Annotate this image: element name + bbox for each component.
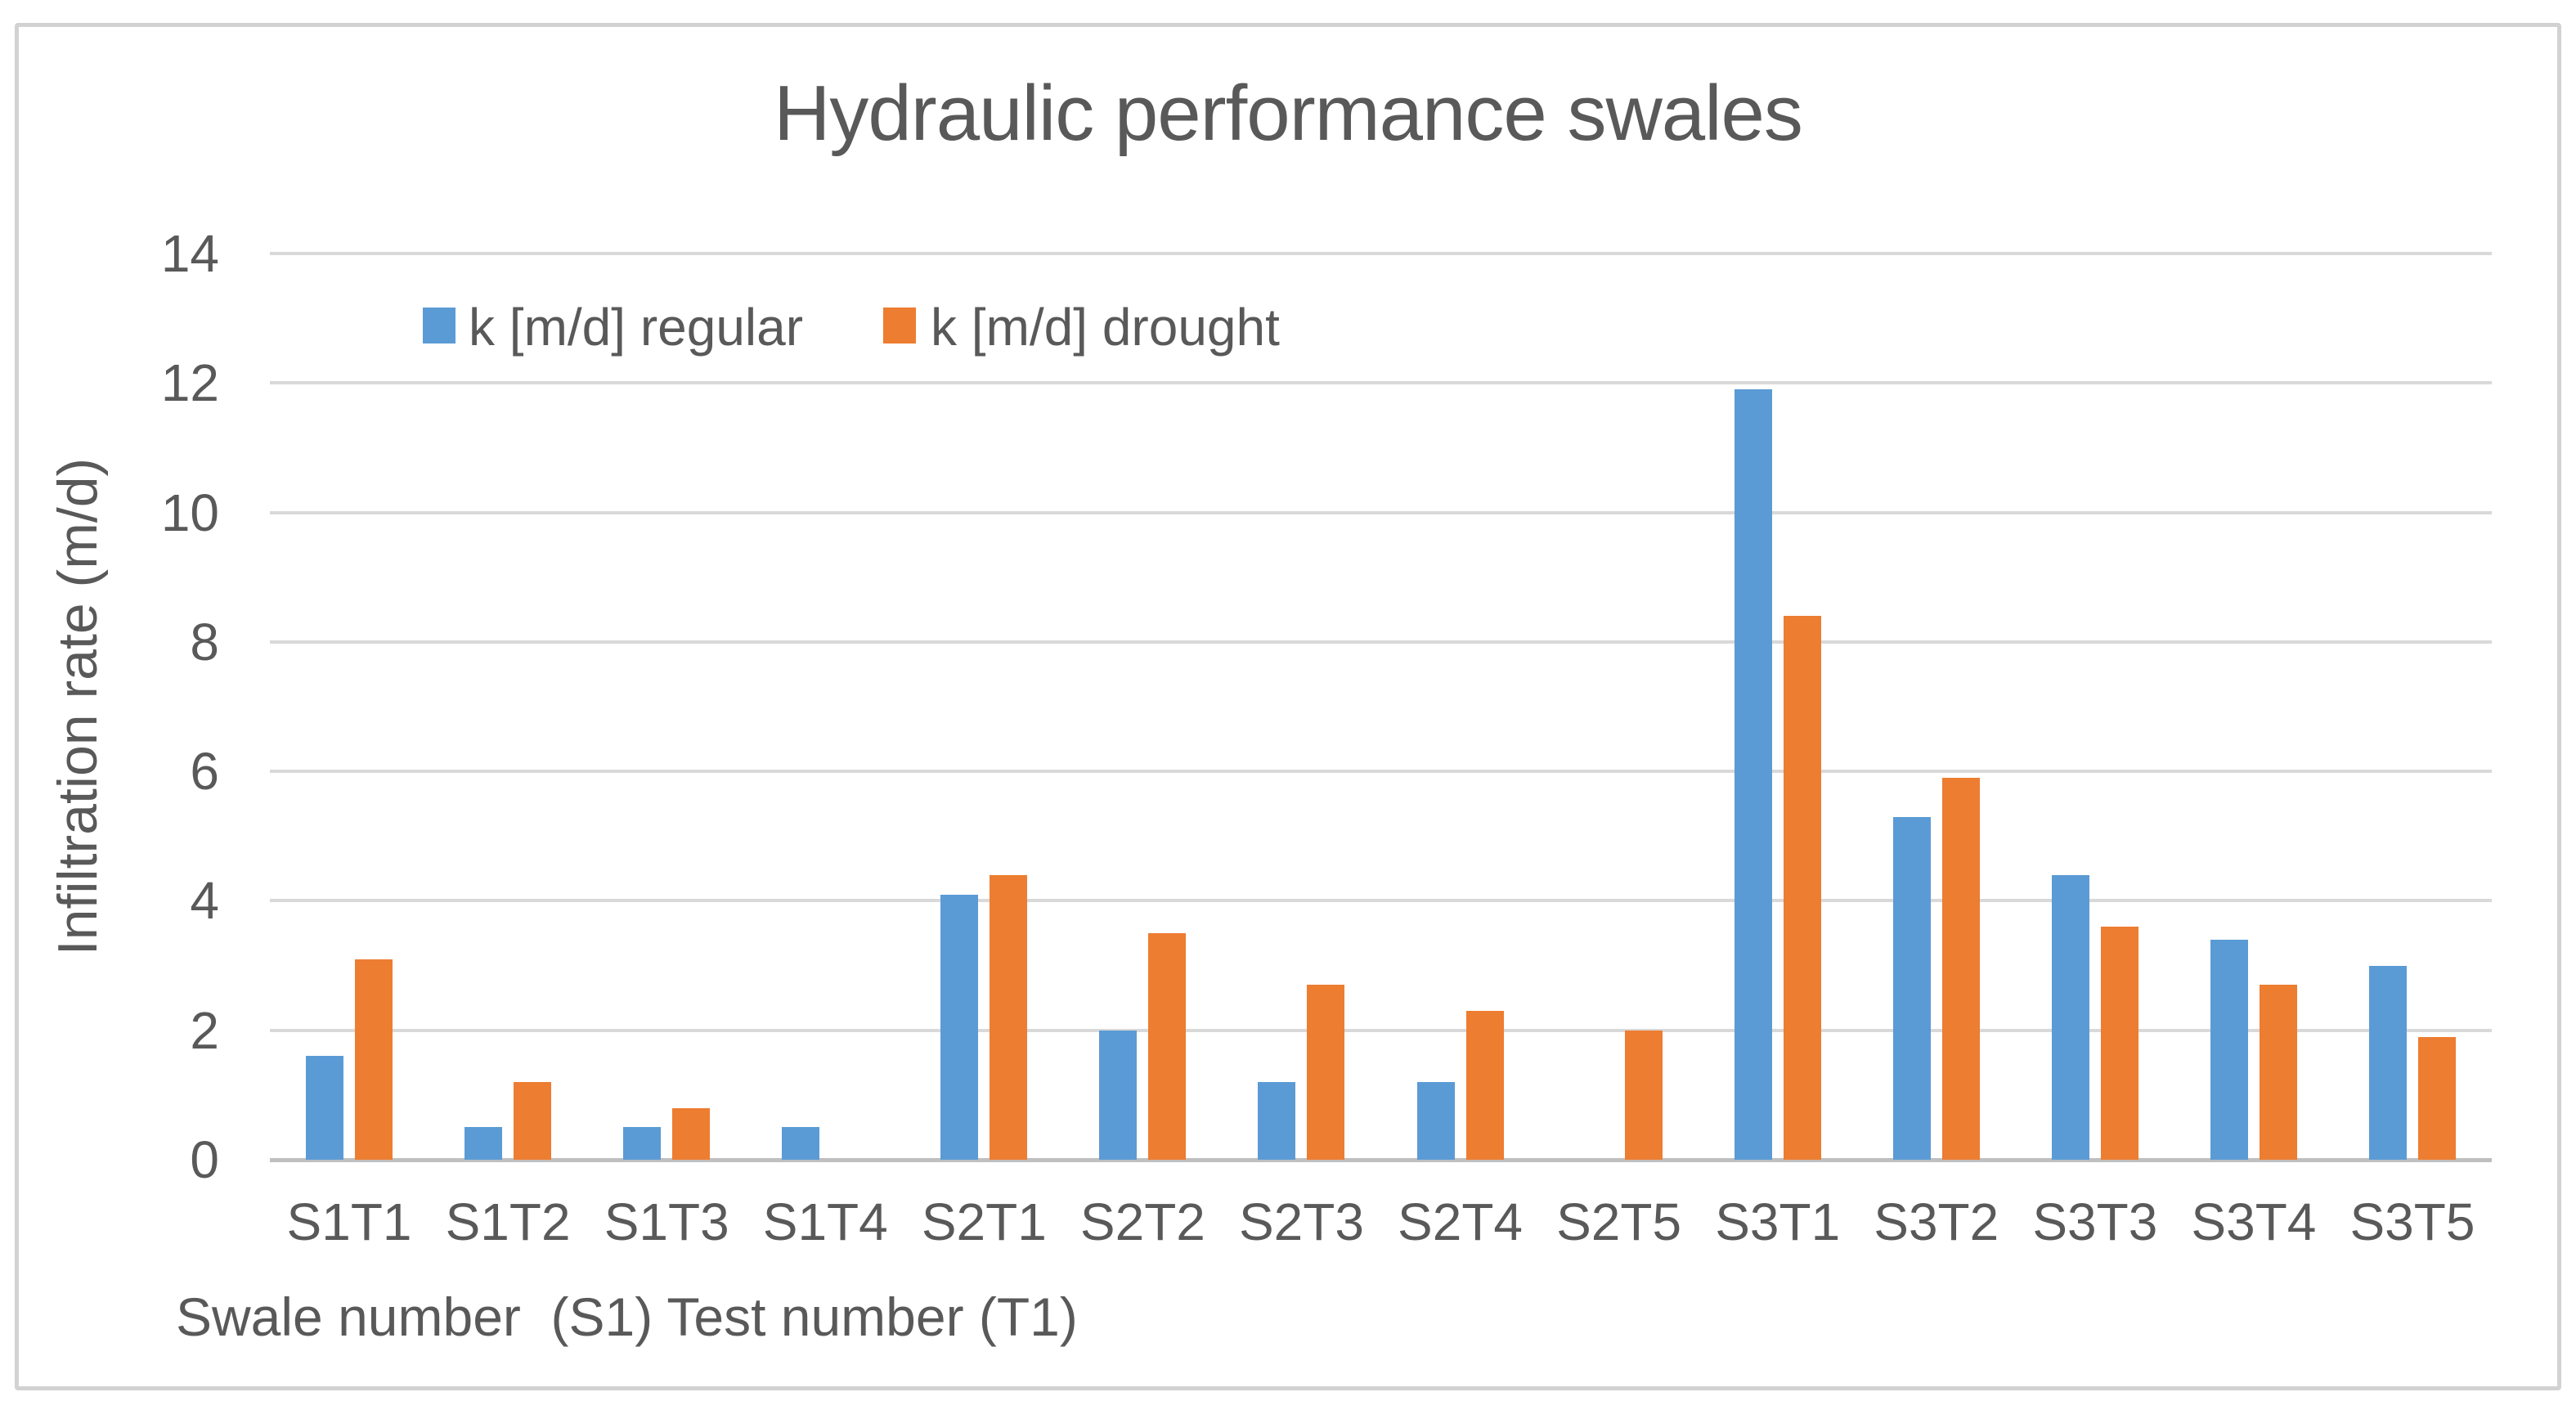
x-tick-label-S2T3: S2T3 — [1238, 1192, 1364, 1251]
x-tick-label-S2T5: S2T5 — [1556, 1192, 1682, 1251]
gridline-6 — [270, 770, 2492, 774]
x-tick-label-S1T4: S1T4 — [762, 1192, 888, 1251]
gridline-10 — [270, 510, 2492, 514]
gridline-0 — [270, 1158, 2492, 1162]
gridline-8 — [270, 640, 2492, 644]
bar-S2T2-drought — [1148, 933, 1187, 1160]
bar-S1T2-drought — [514, 1082, 552, 1160]
bar-S3T3-drought — [2100, 927, 2138, 1160]
x-axis-caption: Swale number (S1) Test number (T1) — [176, 1286, 1078, 1347]
gridline-12 — [270, 381, 2492, 385]
bar-S2T3-drought — [1307, 985, 1345, 1160]
y-tick-label-8: 8 — [190, 612, 219, 671]
bar-S1T1-drought — [355, 959, 393, 1160]
bar-S2T1-regular — [940, 894, 979, 1160]
bar-S3T1-drought — [1783, 616, 1821, 1160]
bar-S3T4-drought — [2259, 985, 2297, 1160]
bar-S3T1-regular — [1734, 389, 1772, 1160]
gridline-14 — [270, 252, 2492, 255]
bar-S1T3-regular — [623, 1127, 662, 1160]
chart-frame-border — [15, 23, 2561, 1390]
bar-S3T5-regular — [2368, 965, 2407, 1160]
x-tick-label-S1T1: S1T1 — [286, 1192, 412, 1251]
y-tick-label-0: 0 — [190, 1130, 219, 1189]
bar-S3T4-regular — [2210, 939, 2248, 1160]
x-tick-label-S3T1: S3T1 — [1715, 1192, 1841, 1251]
gridline-4 — [270, 899, 2492, 903]
bar-S2T2-regular — [1099, 1030, 1138, 1160]
legend-swatch-regular — [423, 308, 456, 344]
x-tick-label-S1T3: S1T3 — [604, 1192, 729, 1251]
bar-S2T3-regular — [1258, 1082, 1296, 1160]
x-tick-label-S2T2: S2T2 — [1079, 1192, 1205, 1251]
y-tick-label-14: 14 — [160, 224, 219, 283]
legend-label-regular: k [m/d] regular — [469, 298, 804, 357]
x-tick-label-S2T4: S2T4 — [1398, 1192, 1524, 1251]
gridline-2 — [270, 1028, 2492, 1032]
x-tick-label-S1T2: S1T2 — [445, 1192, 571, 1251]
bar-S1T4-regular — [782, 1127, 820, 1160]
x-tick-label-S3T2: S3T2 — [1874, 1192, 1999, 1251]
bar-S1T1-regular — [306, 1056, 344, 1160]
x-tick-label-S3T3: S3T3 — [2032, 1192, 2158, 1251]
y-tick-label-6: 6 — [190, 742, 219, 802]
bar-S2T4-regular — [1416, 1082, 1455, 1160]
chart-title: Hydraulic performance swales — [774, 70, 1803, 157]
legend-swatch-drought — [883, 308, 916, 344]
bar-S3T2-regular — [1892, 816, 1931, 1160]
x-tick-label-S3T4: S3T4 — [2191, 1192, 2317, 1251]
bar-S1T3-drought — [672, 1107, 711, 1160]
x-tick-label-S2T1: S2T1 — [921, 1192, 1047, 1251]
y-tick-label-4: 4 — [190, 871, 219, 931]
bar-S2T5-drought — [1624, 1030, 1663, 1160]
bar-S3T3-regular — [2051, 874, 2089, 1160]
y-tick-label-12: 12 — [160, 353, 219, 413]
x-tick-label-S3T5: S3T5 — [2349, 1192, 2475, 1251]
bar-S2T1-drought — [990, 874, 1028, 1160]
bar-S3T2-drought — [1941, 778, 1980, 1160]
bar-S2T4-drought — [1465, 1010, 1504, 1160]
bar-S1T2-regular — [464, 1127, 503, 1160]
y-tick-label-2: 2 — [190, 1000, 219, 1060]
y-tick-label-10: 10 — [160, 483, 219, 542]
bar-S3T5-drought — [2417, 1036, 2456, 1160]
legend-label-drought: k [m/d] drought — [931, 298, 1280, 357]
